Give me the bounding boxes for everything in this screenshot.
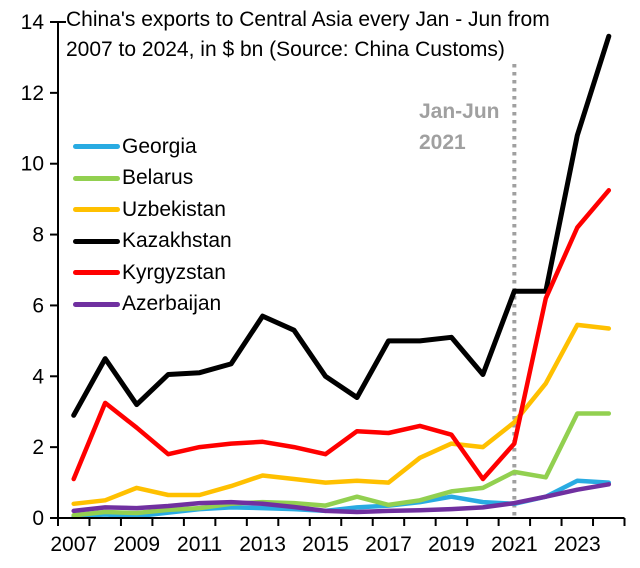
x-tick-label: 2023 <box>554 533 601 556</box>
legend-swatch-georgia <box>73 144 120 150</box>
x-tick-label: 2021 <box>491 533 538 556</box>
y-tick-label: 10 <box>21 153 44 176</box>
legend-label-azerbaijan: Azerbaijan <box>122 292 222 316</box>
legend-label-kazakhstan: Kazakhstan <box>122 229 232 253</box>
y-tick-label: 0 <box>32 507 44 530</box>
x-tick-label: 2011 <box>177 533 222 556</box>
legend-swatch-kyrgyzstan <box>73 270 120 276</box>
series-line-uzbekistan <box>71 322 612 507</box>
x-tick-label: 2019 <box>428 533 475 556</box>
legend-item-azerbaijan: Azerbaijan <box>73 289 232 321</box>
legend-swatch-uzbekistan <box>73 207 120 213</box>
legend-label-kyrgyzstan: Kyrgyzstan <box>122 260 226 284</box>
legend-item-uzbekistan: Uzbekistan <box>73 194 232 226</box>
y-tick-label: 14 <box>21 11 45 34</box>
chart-title-line2: 2007 to 2024, in $ bn (Source: China Cus… <box>66 38 505 61</box>
legend-item-kyrgyzstan: Kyrgyzstan <box>73 257 232 289</box>
legend-item-georgia: Georgia <box>73 131 232 163</box>
annotation-jan-jun-2021: Jan-Jun 2021 <box>419 96 500 158</box>
y-tick-label: 2 <box>32 436 44 459</box>
legend-item-belarus: Belarus <box>73 163 232 195</box>
x-tick-label: 2013 <box>239 533 286 556</box>
annotation-line2: 2021 <box>419 131 466 154</box>
series-line-kyrgyzstan <box>71 188 612 482</box>
y-tick-label: 8 <box>32 224 44 247</box>
annotation-line1: Jan-Jun <box>419 100 500 123</box>
y-tick-label: 4 <box>32 365 44 388</box>
legend-label-uzbekistan: Uzbekistan <box>122 197 226 221</box>
series-line-kazakhstan <box>71 33 612 418</box>
legend-swatch-azerbaijan <box>73 301 120 307</box>
legend-label-georgia: Georgia <box>122 134 197 158</box>
chart-title-line1: China's exports to Central Asia every Ja… <box>66 8 550 31</box>
y-tick-label: 12 <box>21 82 44 105</box>
series-line-belarus <box>71 411 612 518</box>
y-tick-label: 6 <box>32 294 44 317</box>
legend-swatch-kazakhstan <box>73 238 120 244</box>
legend-item-kazakhstan: Kazakhstan <box>73 226 232 258</box>
x-tick-label: 2017 <box>365 533 412 556</box>
legend: Georgia Belarus Uzbekistan Kazakhstan Kyrgyz… <box>73 131 232 320</box>
legend-swatch-belarus <box>73 175 120 181</box>
x-tick-label: 2007 <box>50 533 97 556</box>
series-line-azerbaijan <box>71 482 612 515</box>
x-tick-label: 2015 <box>302 533 349 556</box>
x-tick-label: 2009 <box>113 533 160 556</box>
legend-label-belarus: Belarus <box>122 166 194 190</box>
chart-title: China's exports to Central Asia every Ja… <box>66 5 550 65</box>
